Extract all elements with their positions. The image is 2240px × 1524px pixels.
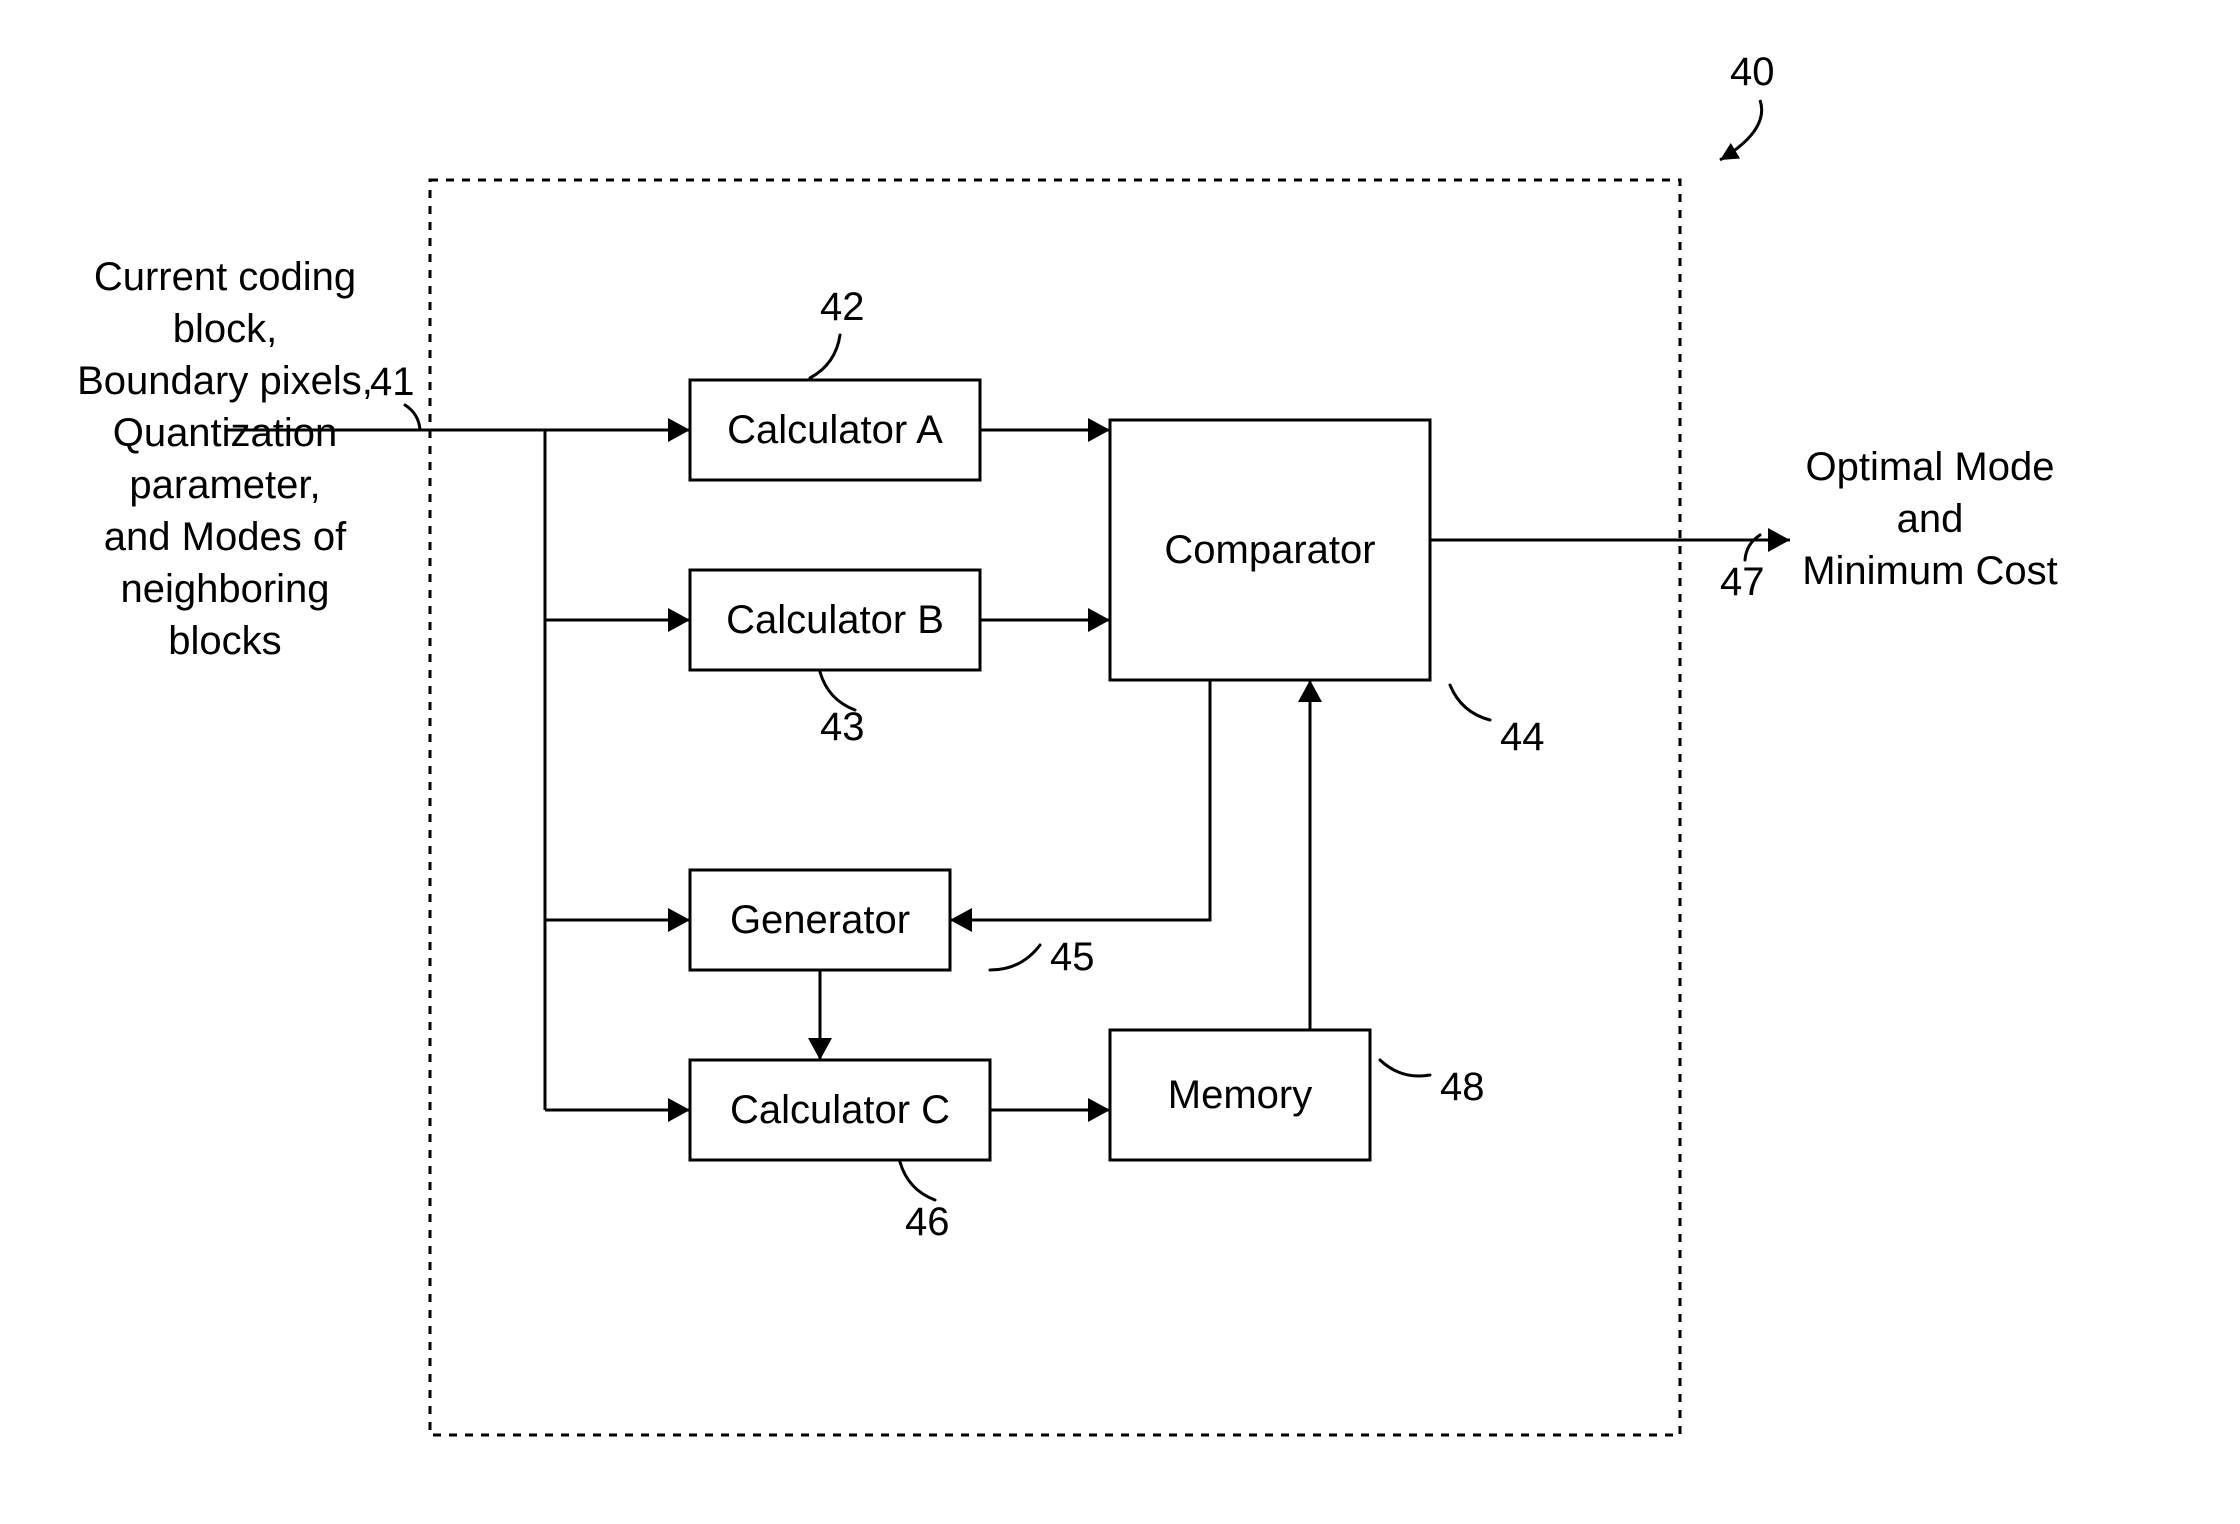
ref-44-tick xyxy=(1450,685,1490,720)
input-label-line: blocks xyxy=(168,619,281,663)
ref-48-tick xyxy=(1380,1060,1430,1076)
block-gen-label: Generator xyxy=(730,898,910,942)
ref-40-arrowhead xyxy=(1720,143,1740,160)
arrowhead xyxy=(668,1098,690,1122)
arrowhead xyxy=(1088,608,1110,632)
input-label-line: Boundary pixels, xyxy=(77,359,373,403)
arrowhead xyxy=(808,1038,832,1060)
arrowhead xyxy=(1768,528,1790,552)
ref-41-tick xyxy=(405,405,420,430)
output-label-line: Minimum Cost xyxy=(1802,549,2058,593)
block-calcB-label: Calculator B xyxy=(726,598,944,642)
ref-48: 48 xyxy=(1440,1065,1485,1109)
ref-44: 44 xyxy=(1500,715,1545,759)
output-label: Optimal Mode and Minimum Cost xyxy=(1802,445,2058,593)
input-label-line: Current coding xyxy=(94,255,356,299)
ref-46-tick xyxy=(900,1162,935,1200)
arrowhead xyxy=(1088,1098,1110,1122)
edge-comp-to-gen xyxy=(950,680,1210,920)
block-calcA-label: Calculator A xyxy=(727,408,943,452)
input-label-line: neighboring xyxy=(120,567,329,611)
ref-47: 47 xyxy=(1720,560,1765,604)
input-label-line: block, xyxy=(173,307,278,351)
input-label: Current coding block, Boundary pixels, Quan… xyxy=(77,255,373,663)
block-mem-label: Memory xyxy=(1168,1073,1312,1117)
arrowhead xyxy=(950,908,972,932)
system-boundary xyxy=(430,180,1680,1435)
arrowhead xyxy=(1298,680,1322,702)
arrowhead xyxy=(668,608,690,632)
arrowhead xyxy=(668,418,690,442)
output-label-line: and xyxy=(1897,497,1964,541)
input-label-line: parameter, xyxy=(129,463,320,507)
output-label-line: Optimal Mode xyxy=(1806,445,2055,489)
ref-46: 46 xyxy=(905,1200,950,1244)
input-label-line: and Modes of xyxy=(104,515,347,559)
diagram-canvas: 40 Calculator A Calculator B Comparator Gene… xyxy=(0,0,2240,1524)
block-calcC-label: Calculator C xyxy=(730,1088,950,1132)
ref-45: 45 xyxy=(1050,935,1095,979)
arrowhead xyxy=(1088,418,1110,442)
ref-45-tick xyxy=(990,945,1040,970)
arrowhead xyxy=(668,908,690,932)
ref-42-tick xyxy=(810,335,840,378)
block-comp-label: Comparator xyxy=(1164,528,1375,572)
input-label-line: Quantization xyxy=(113,411,338,455)
ref-42: 42 xyxy=(820,285,865,329)
ref-40: 40 xyxy=(1730,50,1775,94)
ref-43: 43 xyxy=(820,705,865,749)
ref-41: 41 xyxy=(370,360,415,404)
